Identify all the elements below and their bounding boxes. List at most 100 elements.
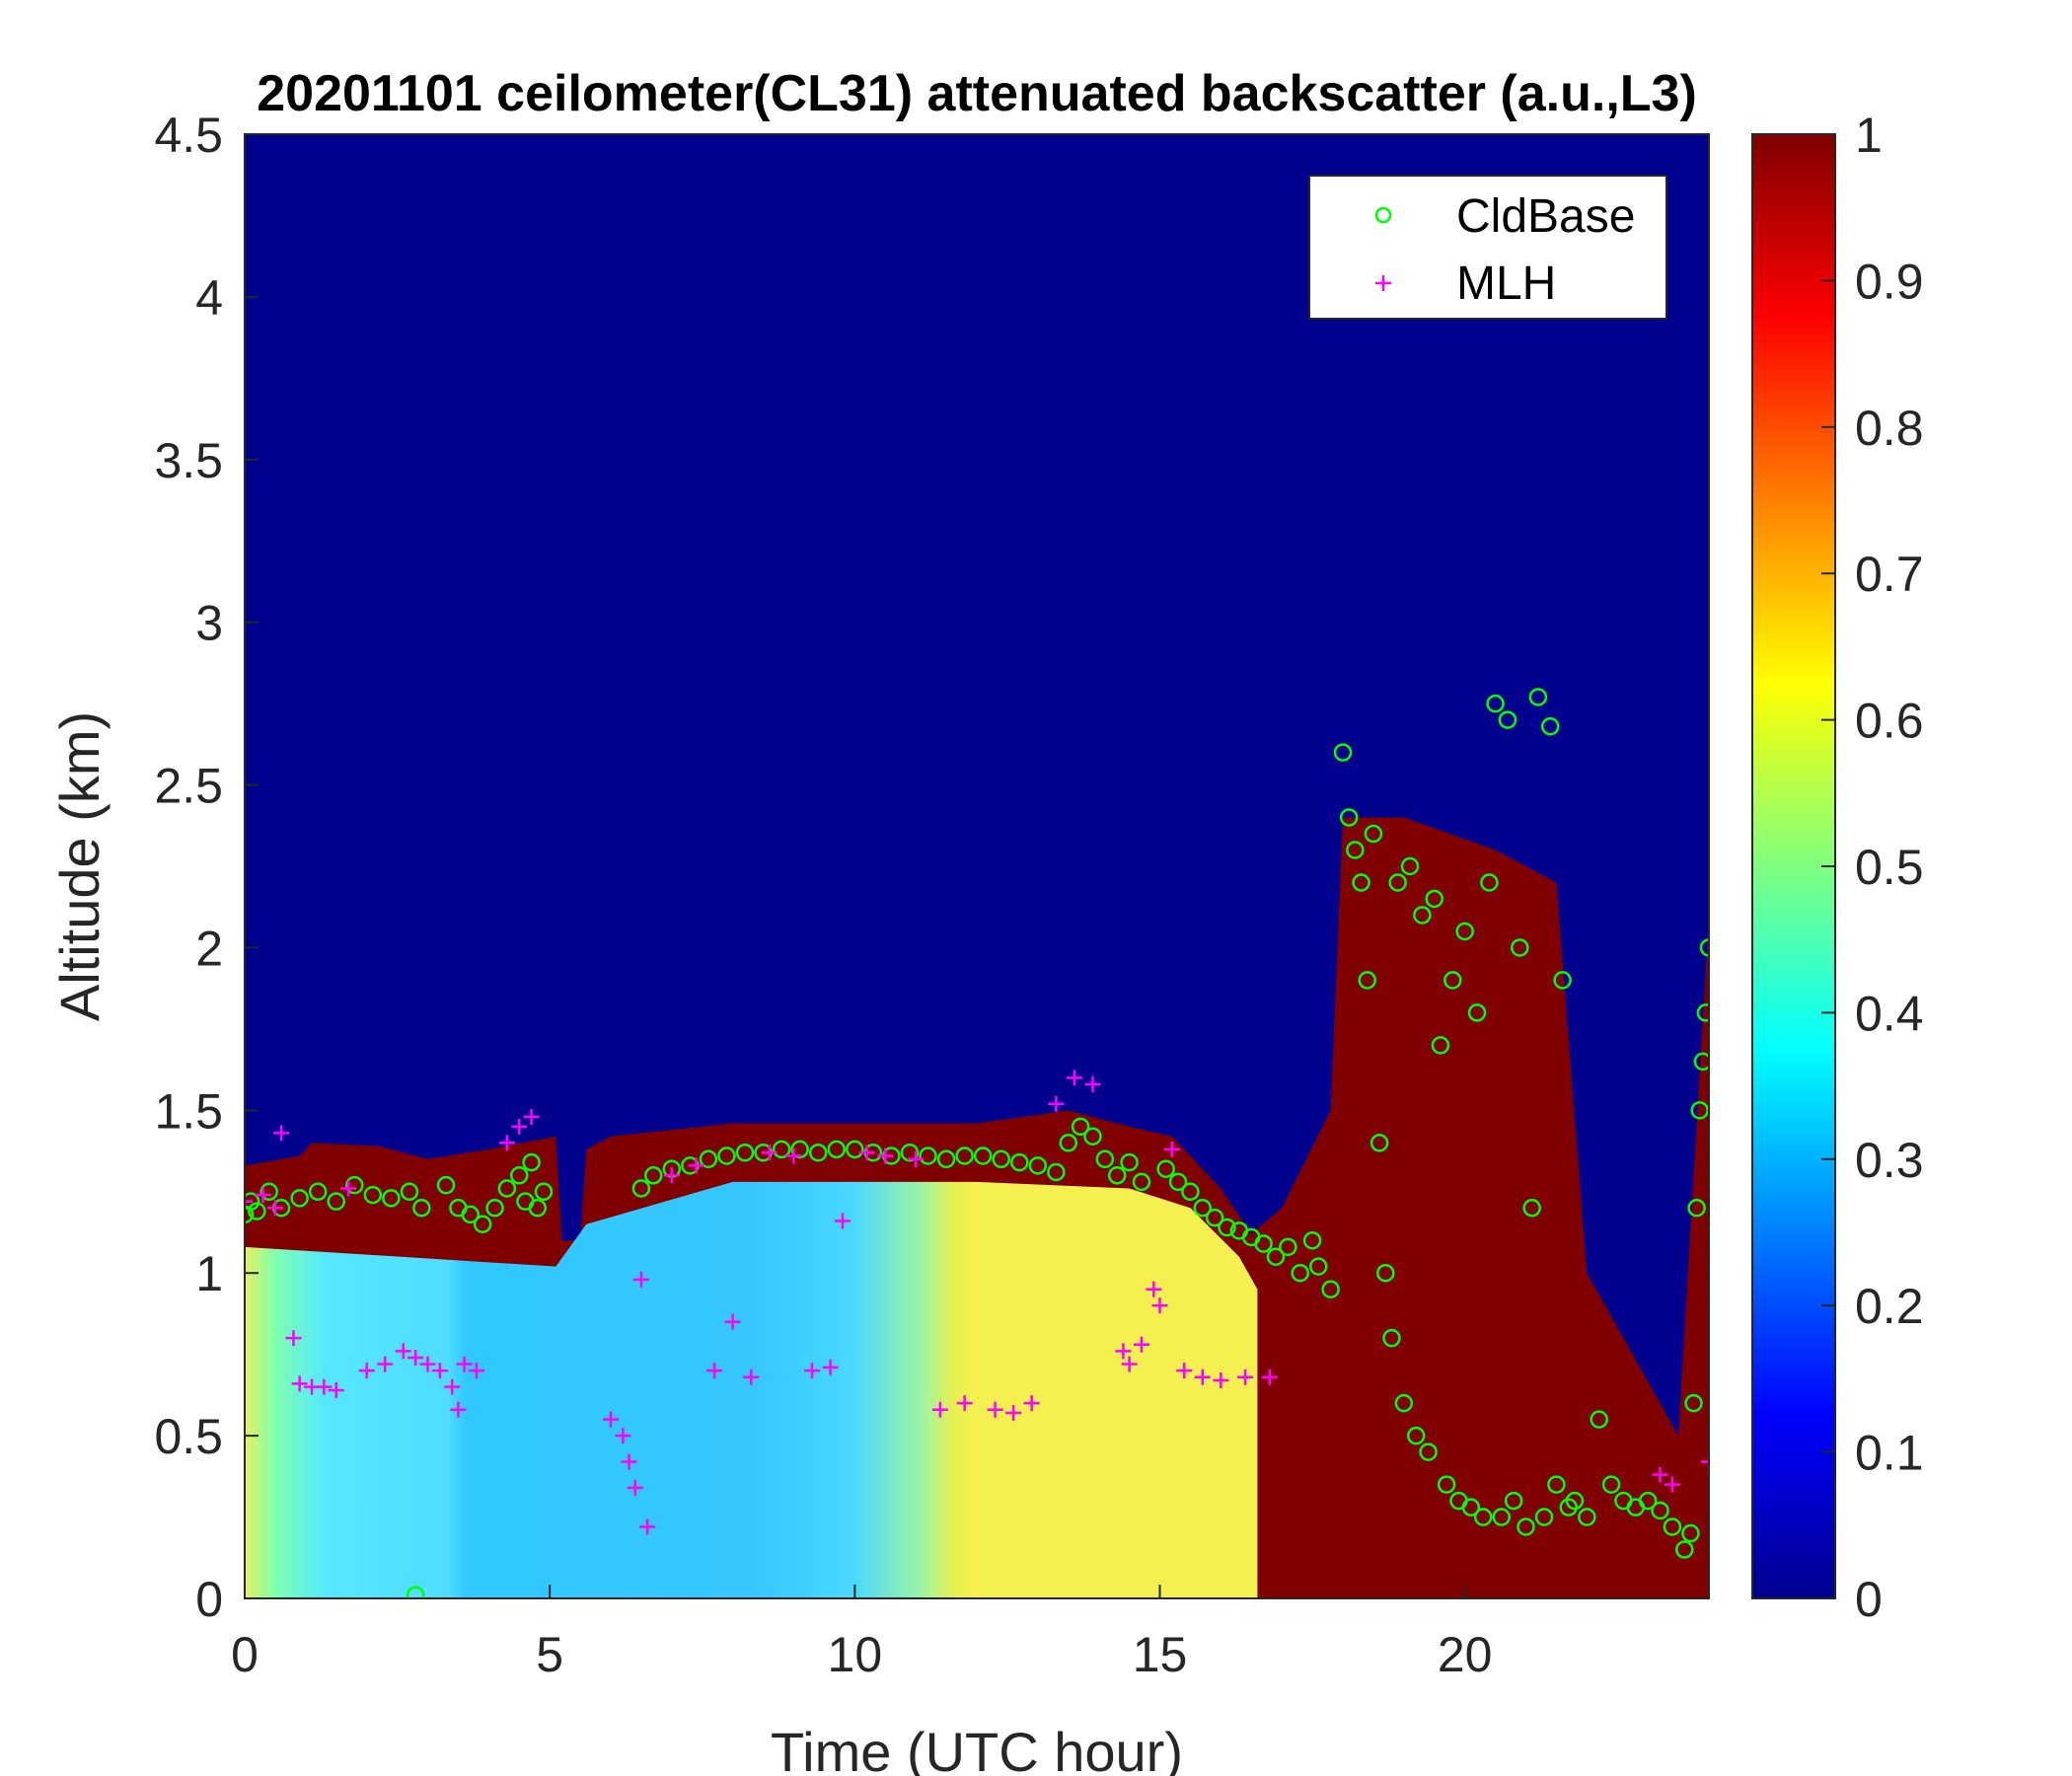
mlh-point bbox=[377, 1356, 394, 1372]
cldbase-point bbox=[485, 1199, 504, 1218]
cldbase-point bbox=[1095, 1149, 1115, 1169]
mlh-point bbox=[511, 1118, 528, 1135]
cldbase-point bbox=[1693, 1052, 1709, 1072]
cldbase-point bbox=[1279, 1237, 1297, 1257]
cldbase-point bbox=[245, 1192, 260, 1211]
cldbase-point bbox=[717, 1147, 736, 1165]
mlh-point bbox=[1084, 1075, 1101, 1092]
mlh-point bbox=[316, 1378, 333, 1395]
mlh-point bbox=[419, 1356, 436, 1372]
cldbase-point bbox=[248, 1202, 266, 1221]
cldbase-point bbox=[1369, 1134, 1389, 1152]
cldbase-point bbox=[1461, 1498, 1481, 1517]
mlh-point bbox=[1176, 1363, 1193, 1379]
colorbar-tick-label: 0.5 bbox=[1855, 840, 1924, 895]
colorbar-tick-label: 0.1 bbox=[1855, 1426, 1924, 1481]
mlh-point bbox=[266, 1200, 283, 1217]
mlh-point bbox=[1213, 1372, 1229, 1389]
legend-mlh-label: MLH bbox=[1456, 258, 1556, 310]
mlh-point bbox=[523, 1108, 540, 1125]
mlh-point bbox=[603, 1411, 619, 1428]
cldbase-point bbox=[1681, 1523, 1700, 1543]
cldbase-point bbox=[1413, 906, 1432, 925]
cldbase-point bbox=[1675, 1540, 1694, 1559]
mlh-point bbox=[877, 1147, 894, 1164]
mlh-point bbox=[1066, 1070, 1082, 1086]
y-tick-label: 0 bbox=[195, 1572, 223, 1627]
cldbase-point bbox=[1578, 1508, 1596, 1526]
cldbase-point bbox=[345, 1175, 364, 1195]
cldbase-point bbox=[699, 1149, 718, 1169]
cldbase-point bbox=[1321, 1280, 1340, 1298]
y-axis-label: Altitude (km) bbox=[48, 711, 111, 1021]
colorbar-tick-label: 0.2 bbox=[1855, 1279, 1924, 1334]
cldbase-point bbox=[363, 1185, 383, 1205]
cldbase-point bbox=[1132, 1172, 1151, 1192]
mlh-point bbox=[858, 1145, 875, 1161]
cldbase-point bbox=[1511, 938, 1529, 957]
cldbase-point bbox=[1522, 1199, 1541, 1218]
cldbase-point bbox=[1333, 743, 1353, 762]
cldbase-point bbox=[1467, 1003, 1487, 1022]
mlh-point bbox=[1115, 1343, 1132, 1360]
mlh-point bbox=[395, 1343, 411, 1360]
cldbase-point bbox=[846, 1140, 864, 1159]
mlh-point bbox=[456, 1356, 473, 1372]
cldbase-point bbox=[1651, 1501, 1669, 1520]
x-axis: 0 5 10 15 20 bbox=[231, 1585, 1492, 1682]
cldbase-point bbox=[461, 1205, 481, 1224]
cldbase-point bbox=[1400, 856, 1420, 876]
cldbase-point bbox=[382, 1189, 401, 1208]
cldbase-point bbox=[1504, 1491, 1523, 1511]
cldbase-point bbox=[1266, 1247, 1286, 1266]
mlh-point bbox=[804, 1363, 821, 1379]
mlh-point bbox=[1133, 1336, 1149, 1353]
cldbase-point bbox=[510, 1166, 529, 1185]
colorbar: 0 0.1 0.2 0.3 0.4 0.5 0.6 0.7 0.8 0.9 1 bbox=[1751, 108, 1924, 1627]
colorbar-tick-label: 1 bbox=[1855, 108, 1883, 163]
y-tick-label: 4.5 bbox=[154, 108, 223, 163]
cldbase-point bbox=[1309, 1257, 1328, 1276]
cldbase-point bbox=[808, 1143, 828, 1162]
cldbase-point bbox=[245, 1205, 255, 1224]
y-tick-label: 2 bbox=[195, 921, 223, 976]
cldbase-point bbox=[1553, 971, 1572, 990]
cldbase-point bbox=[1684, 1393, 1703, 1413]
plot-frame bbox=[244, 133, 1710, 1599]
mlh-point bbox=[407, 1349, 424, 1366]
cldbase-point bbox=[1107, 1166, 1127, 1185]
cldbase-point bbox=[1473, 1508, 1493, 1526]
mlh-point bbox=[1652, 1466, 1668, 1483]
mlh-point bbox=[706, 1363, 723, 1379]
cldbase-point bbox=[1071, 1117, 1090, 1137]
mlh-point bbox=[1146, 1281, 1162, 1297]
colorbar-tick-label: 0.7 bbox=[1855, 547, 1924, 602]
legend-cldbase-label: CldBase bbox=[1456, 190, 1635, 243]
mlh-point bbox=[956, 1395, 973, 1412]
mlh-point bbox=[444, 1378, 461, 1395]
mlh-point bbox=[358, 1363, 375, 1379]
cldbase-point bbox=[1205, 1208, 1224, 1227]
mlh-point bbox=[245, 1193, 253, 1210]
cldbase-point bbox=[790, 1140, 809, 1159]
cldbase-point bbox=[290, 1189, 309, 1208]
y-tick-label: 3.5 bbox=[154, 433, 223, 488]
mlh-point bbox=[328, 1381, 344, 1398]
y-tick-label: 1.5 bbox=[154, 1083, 223, 1139]
colorbar-tick-label: 0.8 bbox=[1855, 401, 1924, 456]
cldbase-point bbox=[772, 1140, 791, 1159]
cldbase-point bbox=[1696, 1003, 1709, 1022]
cldbase-point bbox=[735, 1143, 755, 1162]
mlh-point bbox=[834, 1213, 851, 1229]
mlh-point bbox=[639, 1518, 656, 1535]
cldbase-point bbox=[473, 1215, 492, 1234]
mlh-point bbox=[1121, 1356, 1138, 1372]
colorbar-tick-label: 0.4 bbox=[1855, 986, 1924, 1041]
x-tick-label: 20 bbox=[1438, 1627, 1493, 1682]
mlh-point bbox=[1151, 1297, 1168, 1314]
cldbase-point bbox=[827, 1140, 847, 1159]
cldbase-point bbox=[1486, 694, 1505, 713]
colorbar-tick-label: 0.9 bbox=[1855, 254, 1924, 309]
y-tick-label: 2.5 bbox=[154, 759, 223, 814]
cldbase-point bbox=[1565, 1491, 1585, 1511]
